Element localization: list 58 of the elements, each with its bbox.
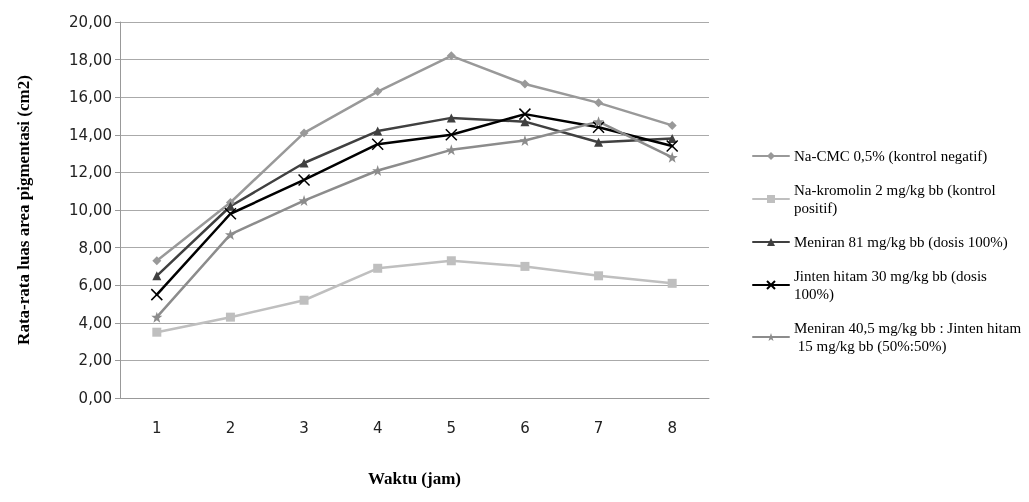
point	[152, 256, 162, 266]
point	[593, 116, 605, 128]
point	[152, 327, 162, 337]
point	[520, 117, 530, 127]
y-tick-label: 2,00	[78, 351, 112, 370]
y-tick-label: 0,00	[78, 389, 112, 407]
x-tick-label: 6	[520, 418, 530, 437]
point	[446, 256, 456, 266]
point	[518, 107, 532, 121]
x-tick-label: 4	[372, 418, 383, 437]
y-tick-label: 6,00	[78, 276, 112, 295]
point	[298, 195, 310, 207]
legend-label: Na-CMC 0,5% (kontrol negatif)	[794, 148, 988, 165]
point	[594, 271, 604, 281]
point	[299, 128, 309, 138]
x-tick-label: 8	[667, 418, 677, 437]
point	[446, 51, 456, 61]
point	[520, 79, 530, 89]
y-axis-title: Rata-rata luas area pigmentasi (cm2)	[14, 75, 33, 345]
point	[151, 311, 163, 323]
point	[224, 228, 236, 240]
point	[520, 261, 530, 271]
y-tick-label: 20,00	[69, 13, 112, 31]
point	[445, 128, 458, 142]
y-tick-label: 10,00	[69, 201, 112, 219]
y-tick-label: 16,00	[69, 88, 112, 107]
point	[667, 120, 677, 130]
legend-label: Jinten hitam 30 mg/kg bb (dosis 100%)	[794, 268, 991, 303]
x-tick-label: 3	[299, 418, 309, 437]
point	[299, 295, 309, 305]
x-tick-label: 7	[593, 418, 604, 437]
y-tick-label: 14,00	[69, 125, 112, 144]
y-tick-label: 12,00	[69, 163, 112, 182]
y-tick-label: 18,00	[69, 50, 112, 69]
x-tick-label: 1	[152, 418, 162, 437]
legend-label: Meniran 81 mg/kg bb (dosis 100%)	[794, 234, 1008, 251]
point	[594, 137, 604, 147]
x-tick-label: 2	[225, 418, 236, 437]
x-tick-label: 5	[446, 418, 457, 437]
point	[666, 151, 678, 163]
point	[299, 158, 309, 168]
legend-label: Meniran 40,5 mg/kg bb : Jinten hitam 15 mg/kg bb (50%:50%)	[794, 320, 1022, 355]
point	[224, 207, 237, 221]
point	[592, 121, 605, 134]
point	[594, 98, 604, 108]
point	[297, 173, 311, 187]
y-tick-label: 4,00	[78, 313, 112, 332]
point	[371, 137, 384, 151]
y-tick-label: 8,00	[78, 238, 112, 257]
legend-label: Na-kromolin 2 mg/kg bb (kontrol positif)	[794, 182, 1000, 217]
x-axis-title: Waktu (jam)	[367, 469, 462, 488]
point	[225, 312, 235, 322]
point	[150, 288, 164, 301]
point	[373, 263, 383, 273]
point	[373, 126, 383, 136]
point	[667, 278, 677, 288]
point	[373, 87, 383, 97]
point	[665, 139, 679, 153]
